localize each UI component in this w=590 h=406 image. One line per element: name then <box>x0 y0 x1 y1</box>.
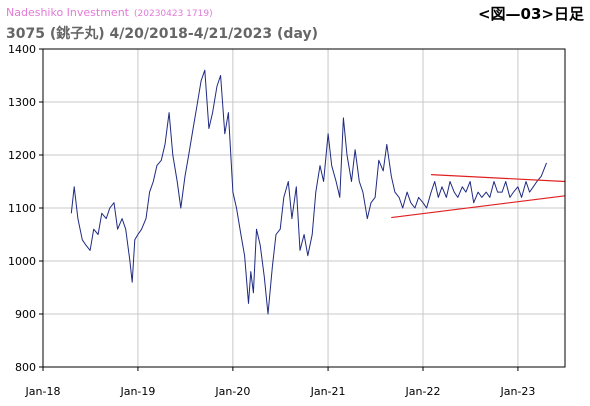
price-series-line <box>70 69 547 315</box>
y-tick-label: 1400 <box>8 43 36 56</box>
axis-ticks: 800 900 1000 1100 1200 1300 1400 Jan-18 Jan-19 Ja… <box>8 43 535 398</box>
y-tick-label: 1000 <box>8 255 36 268</box>
y-tick-label: 900 <box>15 308 36 321</box>
x-tick-label: Jan-22 <box>405 385 441 398</box>
y-tick-label: 1300 <box>8 96 36 109</box>
support-trendline <box>391 195 566 219</box>
brand-watermark: Nadeshiko Investment (20230423 1719) <box>6 6 213 19</box>
x-tick-label: Jan-19 <box>119 385 155 398</box>
y-tick-label: 1200 <box>8 149 36 162</box>
y-tick-label: 1100 <box>8 202 36 215</box>
figure-label: <図—03>日足 <box>477 5 584 23</box>
x-tick-label: Jan-20 <box>214 385 250 398</box>
resistance-trendline <box>431 174 566 183</box>
grid-lines <box>43 49 565 367</box>
x-tick-label: Jan-21 <box>310 385 346 398</box>
brand-name: Nadeshiko Investment <box>6 6 129 19</box>
chart-title: 3075 (銚子丸) 4/20/2018-4/21/2023 (day) <box>6 26 318 42</box>
x-tick-label: Jan-23 <box>499 385 535 398</box>
brand-timestamp: (20230423 1719) <box>134 9 213 19</box>
x-tick-label: Jan-18 <box>25 385 61 398</box>
chart-marks <box>70 69 566 315</box>
y-tick-label: 800 <box>15 361 36 374</box>
